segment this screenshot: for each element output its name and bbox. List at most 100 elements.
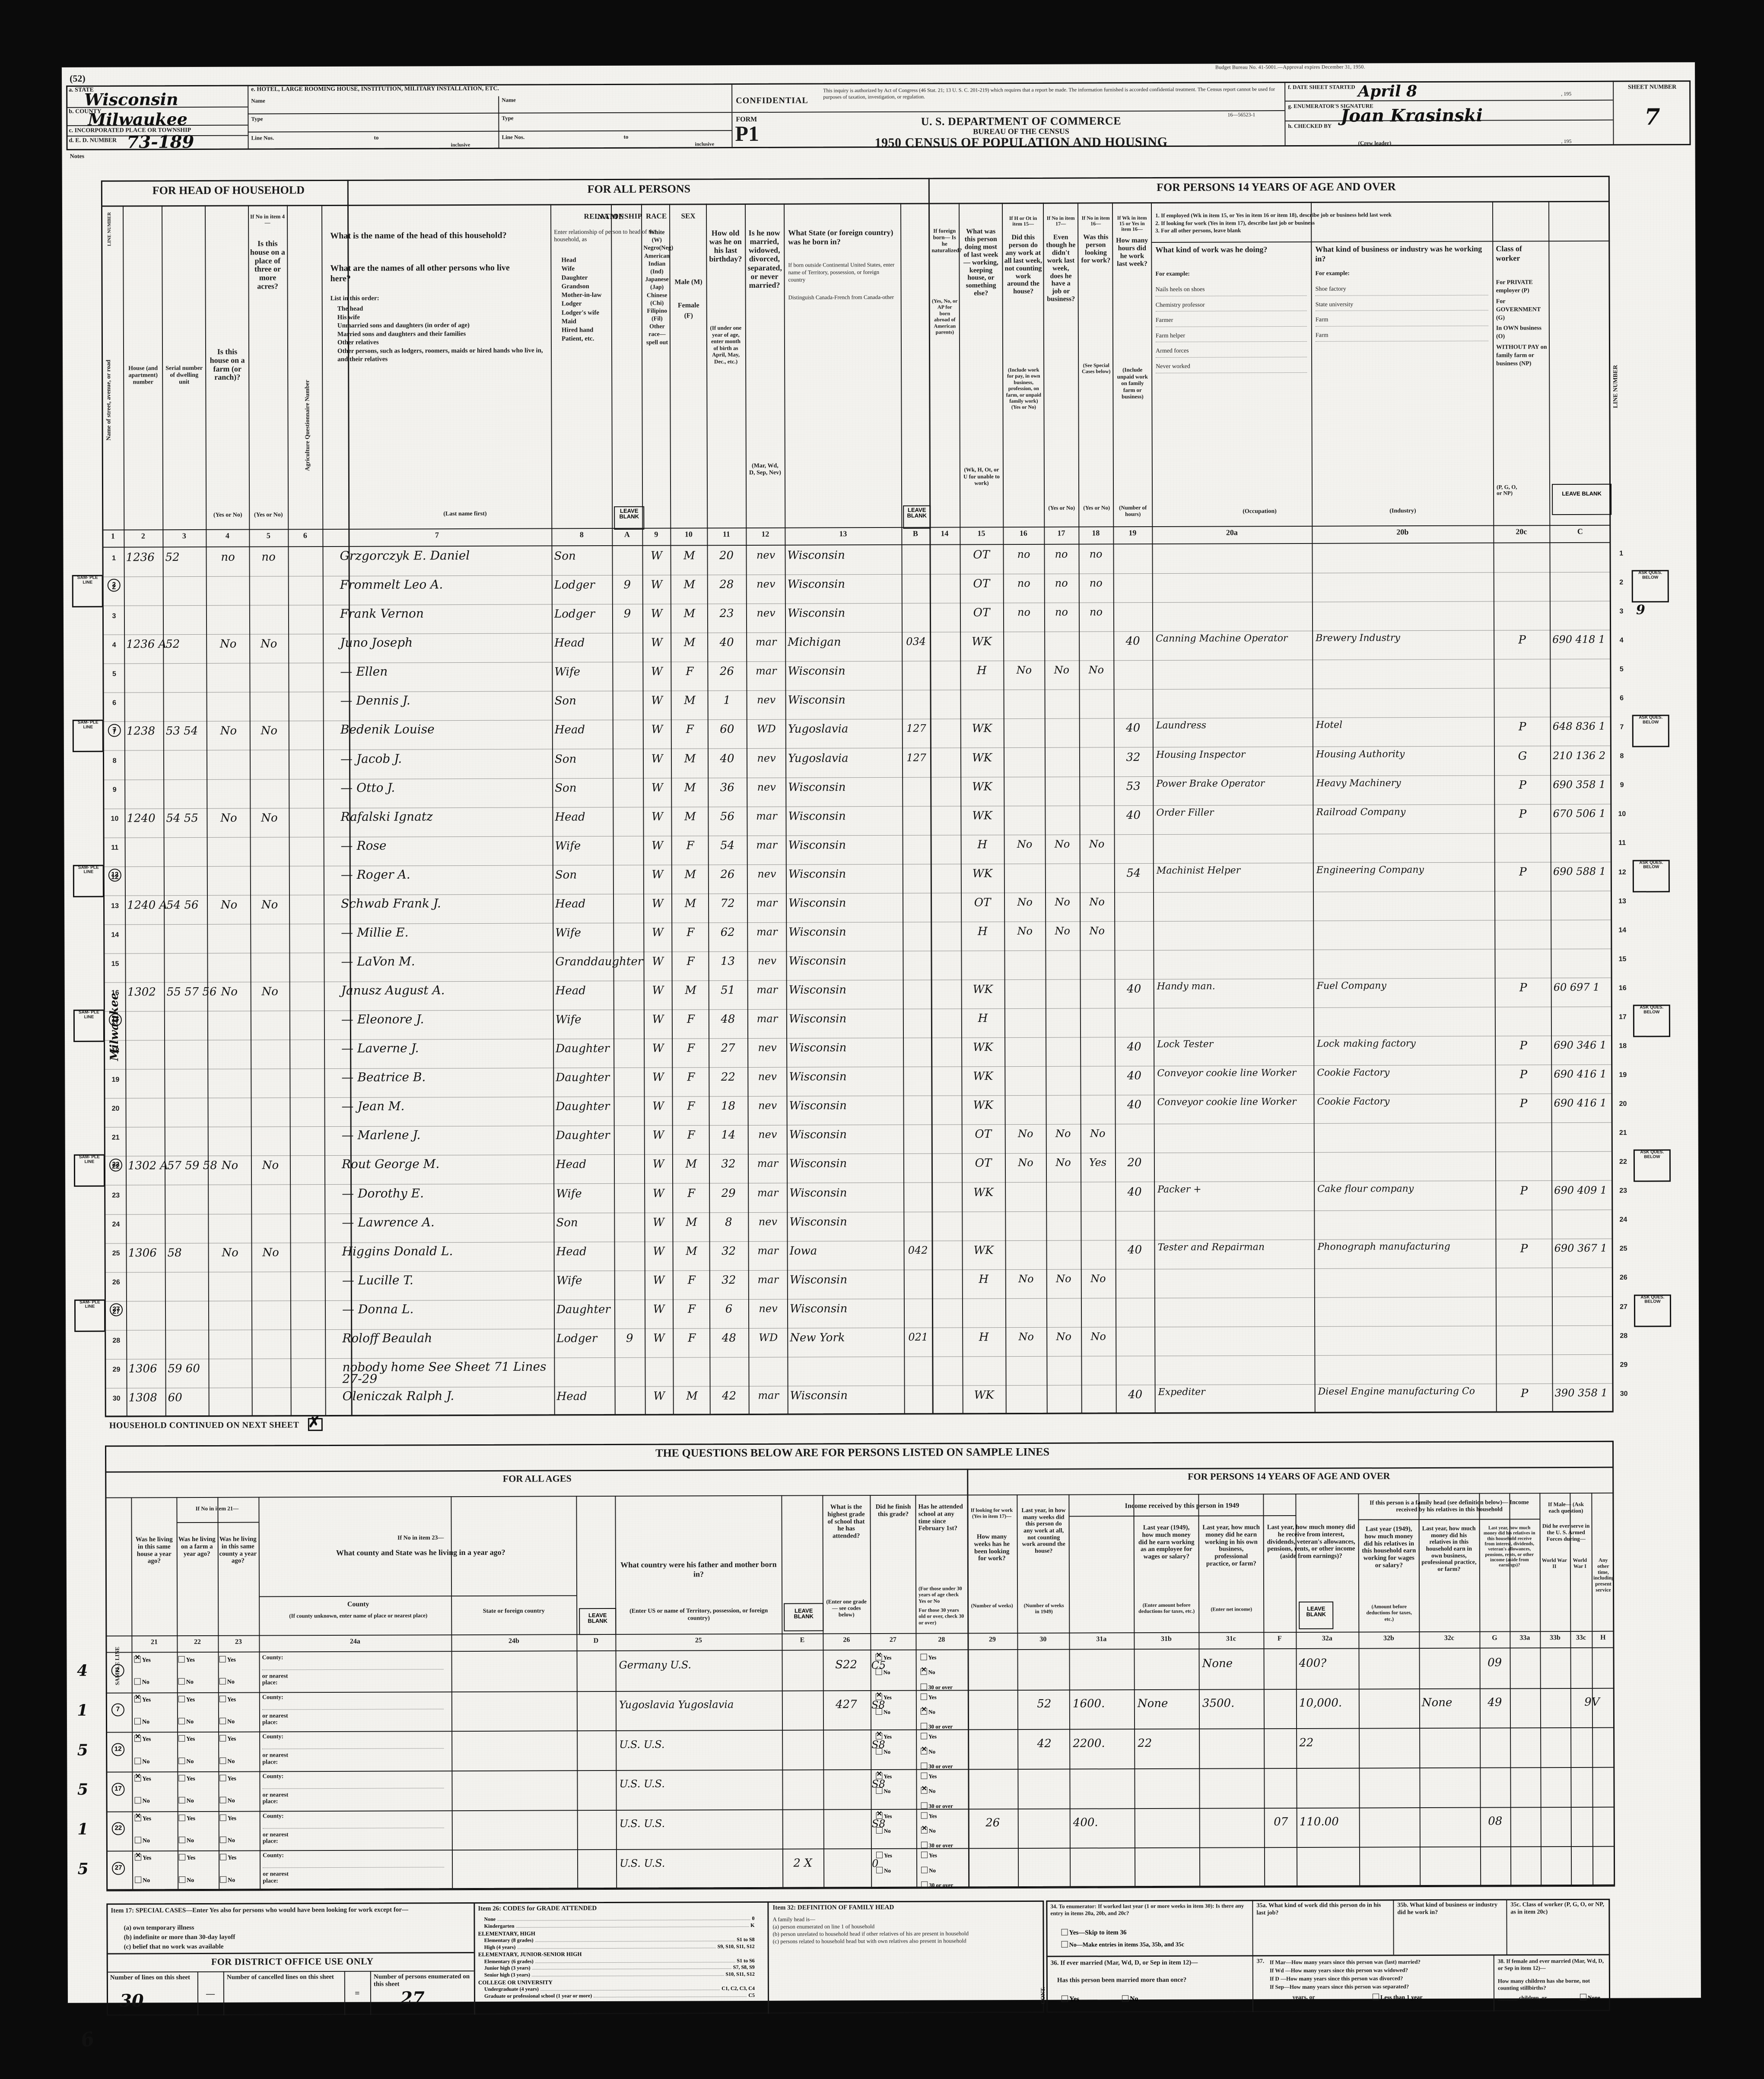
q28-checkbox[interactable] <box>921 1841 928 1848</box>
cell-work[interactable]: No <box>1017 925 1033 937</box>
cell-race[interactable]: W <box>653 1274 665 1287</box>
cell-work[interactable]: No <box>1016 664 1032 677</box>
cell-ind[interactable]: Engineering Company <box>1316 864 1424 876</box>
cell-race[interactable]: W <box>653 1303 665 1316</box>
yesno-group-q23[interactable]: Yes No <box>219 1735 260 1765</box>
county-value[interactable]: Milwaukee <box>88 109 188 129</box>
cell-sex[interactable]: F <box>687 1071 695 1084</box>
q21-yes-option[interactable]: Yes <box>134 1854 175 1862</box>
cell-age[interactable]: 60 <box>720 723 734 736</box>
q22-no-checkbox[interactable] <box>178 1797 185 1804</box>
cell-name[interactable]: — Millie E. <box>341 925 409 940</box>
cell-age[interactable]: 48 <box>721 1331 736 1345</box>
cell-age[interactable]: 6 <box>725 1302 733 1316</box>
cell-race[interactable]: W <box>652 1042 664 1055</box>
table-row[interactable]: 18 18— Laverne J. Daughter W F 27 nev Wisconsin… <box>62 62 1695 1055</box>
cell-rel[interactable]: Wife <box>556 1187 582 1200</box>
cell-code[interactable]: 690 588 1 <box>1553 865 1606 877</box>
q34-no-option[interactable]: No—Make entries in items 35a, 35b, and 3… <box>1061 1941 1184 1949</box>
cell-hours[interactable]: 40 <box>1127 1069 1141 1083</box>
cell-age[interactable]: 22 <box>721 1071 735 1084</box>
cell-name[interactable]: Janusz August A. <box>341 983 445 998</box>
cell-rel[interactable]: Wife <box>555 839 581 853</box>
cell-code[interactable]: 690 416 1 <box>1554 1068 1607 1081</box>
yesno-group-q23[interactable]: Yes No <box>219 1774 260 1805</box>
cell-name[interactable]: Frommelt Leo A. <box>340 577 443 592</box>
cell-code[interactable]: 690 416 1 <box>1554 1097 1607 1109</box>
state-value[interactable]: Wisconsin <box>84 89 178 109</box>
cell-name[interactable]: — Marlene J. <box>341 1128 421 1143</box>
q34-yes-option[interactable]: Yes—Skip to item 36 <box>1061 1929 1127 1936</box>
cell-serial[interactable]: 57 59 58 <box>167 1159 217 1173</box>
table-row[interactable]: 12 12— Roger A. Son W M 26 nev Wisconsin WK 54 Mac… <box>62 62 1695 882</box>
cell-mar[interactable]: nev <box>758 1070 777 1083</box>
cell-name[interactable]: — Jacob J. <box>340 751 402 766</box>
sample-cell-i31b[interactable]: 22 <box>1138 1736 1152 1750</box>
cell-race[interactable]: W <box>651 607 663 620</box>
cell-age[interactable]: 32 <box>721 1244 736 1258</box>
table-row[interactable]: 11 11— Rose Wife W F 54 mar Wisconsin H No No No <box>62 62 1695 853</box>
cell-cls[interactable]: P <box>1519 1097 1528 1110</box>
cell-farm[interactable]: No <box>220 725 237 738</box>
cell-birth[interactable]: Wisconsin <box>788 983 847 997</box>
q22-yes-checkbox[interactable] <box>178 1695 185 1702</box>
cell-job[interactable]: No <box>1090 1272 1106 1285</box>
cell-job[interactable]: no <box>1089 577 1103 589</box>
q23-yes-option[interactable]: Yes <box>219 1695 260 1703</box>
sample-row[interactable]: 17YesNoYesNoYesNoCounty:or nearestplace:… <box>62 62 1695 1730</box>
cell-mar[interactable]: nev <box>757 954 777 967</box>
q21-no-option[interactable]: No <box>134 1797 175 1805</box>
cell-mar[interactable]: mar <box>756 925 778 938</box>
q21-yes-option[interactable]: Yes <box>134 1696 175 1704</box>
cell-act[interactable]: WK <box>972 635 992 648</box>
cell-act[interactable]: OT <box>973 606 990 620</box>
q27-yes-option[interactable]: Yes <box>876 1852 922 1859</box>
cell-serial[interactable]: 54 56 <box>166 898 199 912</box>
q22-no-option[interactable]: No <box>178 1837 219 1844</box>
cell-race[interactable]: W <box>652 984 664 997</box>
cell-act[interactable]: OT <box>974 896 991 909</box>
cell-cls[interactable]: P <box>1519 1068 1528 1081</box>
yesno-group-q28[interactable]: Yes No 30 or over <box>921 1772 966 1809</box>
q28-yes-option[interactable]: Yes <box>920 1653 966 1661</box>
q21-no-checkbox[interactable] <box>134 1797 141 1804</box>
cell-mar[interactable]: WD <box>756 723 776 735</box>
yesno-group-q21[interactable]: Yes No <box>134 1735 175 1765</box>
sample-row-prefix[interactable]: 5 <box>77 1780 89 1799</box>
cell-birth[interactable]: Wisconsin <box>789 1186 847 1200</box>
cell-ind[interactable]: Cookie Factory <box>1317 1067 1390 1079</box>
cell-mar[interactable]: nev <box>758 1041 777 1054</box>
table-row[interactable]: 4 4 1236 A 52 No No Juno Joseph Head W M 40 mar Mich… <box>62 62 1695 651</box>
cell-mar[interactable]: mar <box>756 1012 778 1025</box>
cell-cls[interactable]: G <box>1518 749 1527 763</box>
cell-birth[interactable]: Yugoslavia <box>788 722 849 736</box>
q23-yes-checkbox[interactable] <box>219 1695 226 1702</box>
cell-hours[interactable]: 40 <box>1127 1243 1142 1256</box>
cell-name[interactable]: Juno Joseph <box>340 635 413 650</box>
sample-cell-weeks[interactable]: 26 <box>985 1816 1000 1830</box>
cell-rel[interactable]: Head <box>555 810 585 824</box>
sample-row[interactable]: 512YesNoYesNoYesNoCounty:or nearestplace… <box>62 62 1695 1770</box>
cell-mar[interactable]: mar <box>756 983 778 996</box>
cell-hours[interactable]: 40 <box>1127 1098 1142 1112</box>
cell-look[interactable]: no <box>1055 606 1068 618</box>
yesno-group-q22[interactable]: Yes No <box>178 1814 219 1844</box>
cell-mar[interactable]: mar <box>757 1157 779 1170</box>
sample-cell-G[interactable]: 08 <box>1488 1815 1503 1828</box>
q28-no-option[interactable]: No <box>921 1748 966 1755</box>
cell-sex[interactable]: F <box>687 926 695 939</box>
table-row[interactable]: 10 10 1240 54 55 No No Rafalski Ignatz Head W M 56… <box>62 62 1695 825</box>
cell-look[interactable]: No <box>1054 838 1070 850</box>
q28-yes-option[interactable]: Yes <box>920 1693 966 1701</box>
cell-birth[interactable]: Wisconsin <box>788 925 846 939</box>
cell-rel[interactable]: Son <box>555 868 577 882</box>
cell-job[interactable]: no <box>1089 606 1103 618</box>
yesno-group-q23[interactable]: Yes No <box>219 1854 261 1884</box>
q28-30-or-over-option[interactable]: 30 or over <box>920 1683 966 1691</box>
yesno-group-q21[interactable]: Yes No <box>134 1815 175 1844</box>
cell-birth[interactable]: New York <box>790 1331 845 1345</box>
cell-birth[interactable]: Wisconsin <box>788 1012 847 1026</box>
cell-sex[interactable]: M <box>686 1389 698 1403</box>
cell-age[interactable]: 14 <box>721 1129 736 1142</box>
cell-rel[interactable]: Granddaughter <box>555 955 643 969</box>
